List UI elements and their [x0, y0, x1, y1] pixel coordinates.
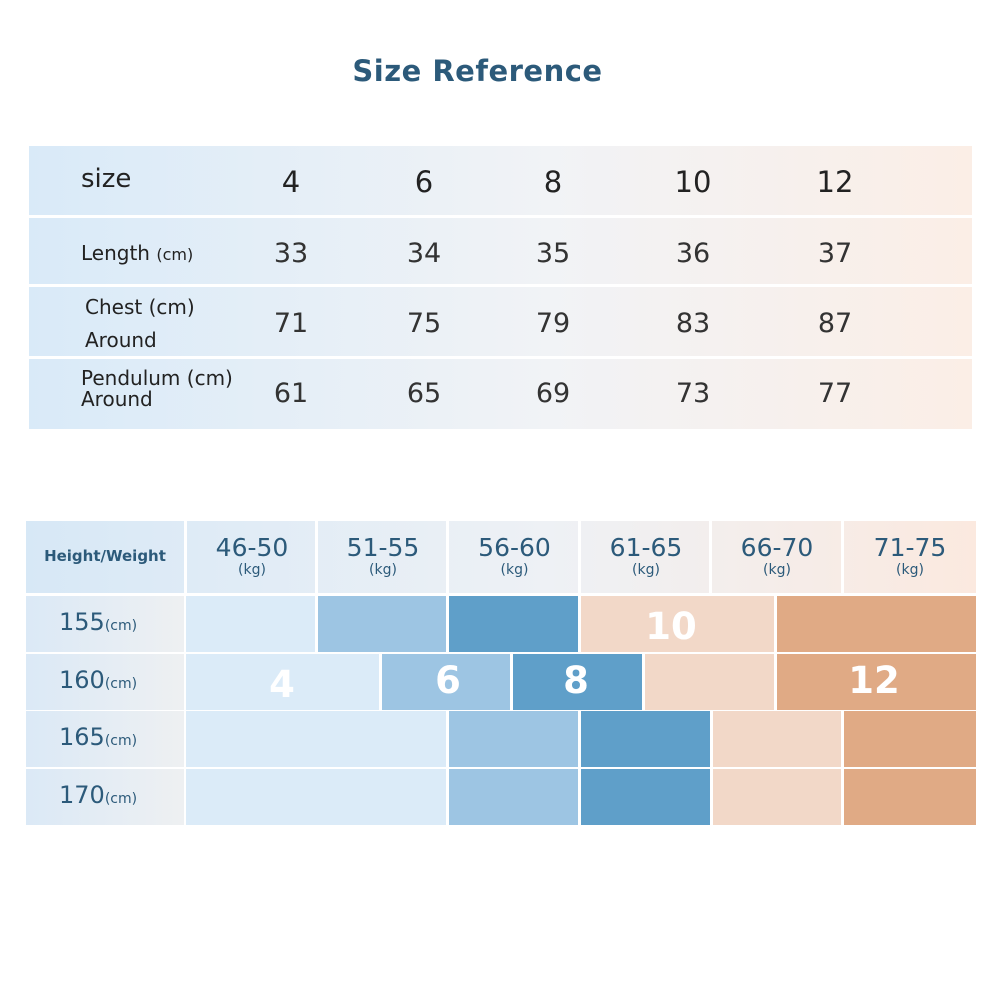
weight-column-header: 71-75 (kg) [841, 521, 976, 593]
weight-column-header: 61-65 (kg) [578, 521, 711, 593]
length-row: Length (cm) 33 34 35 36 37 [29, 218, 972, 284]
fit-header-row: Height/Weight 46-50 (kg) 51-55 (kg) 56-6… [26, 521, 976, 593]
height-value: 160 [59, 666, 105, 694]
length-cell: 35 [535, 238, 571, 269]
size-block-6 [318, 596, 446, 652]
size-block-12 [777, 654, 976, 710]
size-block-8 [581, 769, 710, 825]
weight-range: 61-65 [609, 533, 683, 562]
size-header-cell: 12 [816, 165, 854, 199]
chest-cell: 87 [817, 308, 853, 339]
size-header-cell: 4 [281, 165, 301, 199]
pendulum-cell: 77 [817, 378, 853, 409]
page-title: Size Reference [352, 54, 603, 88]
chest-cell: 79 [535, 308, 571, 339]
size-label-4: 4 [269, 663, 295, 706]
size-header-cell: 10 [674, 165, 712, 199]
chest-label: Chest (cm) [85, 295, 195, 319]
pendulum-label: Pendulum (cm) [81, 366, 233, 390]
weight-range: 46-50 [215, 533, 289, 562]
size-block-4 [186, 711, 446, 767]
height-value: 155 [59, 608, 105, 636]
fit-table: Height/Weight 46-50 (kg) 51-55 (kg) 56-6… [26, 521, 976, 826]
size-block-6 [449, 711, 578, 767]
weight-unit: (kg) [238, 562, 266, 578]
height-value: 170 [59, 781, 105, 809]
height-unit: (cm) [104, 791, 138, 807]
size-label-8: 8 [563, 659, 589, 702]
size-block-12 [844, 711, 976, 767]
size-label-10: 10 [645, 605, 697, 648]
weight-range: 71-75 [873, 533, 947, 562]
length-cell: 37 [817, 238, 853, 269]
size-block-6 [449, 769, 578, 825]
weight-unit: (kg) [500, 562, 529, 578]
weight-unit: (kg) [632, 562, 660, 578]
size-header-cell: 6 [414, 165, 434, 199]
size-block-8 [449, 596, 578, 652]
size-header-row: size 4 6 8 10 12 [29, 146, 972, 215]
height-row-label: 170(cm) [26, 769, 184, 825]
pendulum-cell: 69 [535, 378, 571, 409]
weight-range: 56-60 [478, 533, 551, 562]
length-cell: 36 [675, 238, 711, 269]
pendulum-label-around: Around [81, 387, 153, 411]
size-block-10 [713, 711, 841, 767]
chest-row: Chest (cm) Around 71 75 79 83 87 [29, 287, 972, 356]
size-block-4 [186, 654, 379, 710]
size-block-10 [581, 596, 774, 652]
pendulum-row: Pendulum (cm) Around 61 65 69 73 77 [29, 359, 972, 429]
size-label-12: 12 [848, 659, 900, 702]
weight-column-header: 56-60 (kg) [446, 521, 580, 593]
height-weight-label: Height/Weight [44, 547, 166, 565]
height-row-label: 165(cm) [26, 711, 184, 767]
length-cell: 34 [406, 238, 442, 269]
weight-range: 51-55 [346, 533, 420, 562]
height-unit: (cm) [104, 676, 138, 692]
weight-unit: (kg) [369, 562, 397, 578]
height-row-label: 155(cm) [26, 596, 184, 652]
size-block-10 [645, 654, 774, 710]
size-table: size 4 6 8 10 12 Length (cm) 33 34 35 36… [29, 146, 972, 429]
chest-cell: 75 [406, 308, 442, 339]
height-row-label: 160(cm) [26, 654, 184, 710]
weight-column-header: 46-50 (kg) [184, 521, 317, 593]
size-block-4 [186, 596, 315, 652]
chest-cell: 83 [675, 308, 711, 339]
weight-unit: (kg) [896, 562, 924, 578]
size-block-8 [513, 654, 642, 710]
pendulum-cell: 65 [406, 378, 442, 409]
size-block-12 [844, 769, 976, 825]
pendulum-cell: 73 [675, 378, 711, 409]
length-label: Length (cm) [81, 241, 194, 265]
chest-label-around: Around [85, 328, 157, 352]
length-cell: 33 [273, 238, 309, 269]
pendulum-cell: 61 [273, 378, 309, 409]
height-unit: (cm) [104, 618, 138, 634]
size-header-label: size [81, 164, 132, 194]
size-block-6 [382, 654, 510, 710]
weight-range: 66-70 [740, 533, 814, 562]
size-block-4 [186, 769, 446, 825]
chest-cell: 71 [273, 308, 309, 339]
height-value: 165 [59, 723, 105, 751]
size-header-cell: 8 [543, 165, 563, 199]
weight-column-header: 66-70 (kg) [709, 521, 842, 593]
weight-column-header: 51-55 (kg) [315, 521, 448, 593]
size-block-8 [581, 711, 710, 767]
size-block-12 [777, 596, 976, 652]
height-unit: (cm) [104, 733, 138, 749]
size-block-10 [713, 769, 841, 825]
size-label-6: 6 [435, 659, 461, 702]
weight-unit: (kg) [763, 562, 791, 578]
